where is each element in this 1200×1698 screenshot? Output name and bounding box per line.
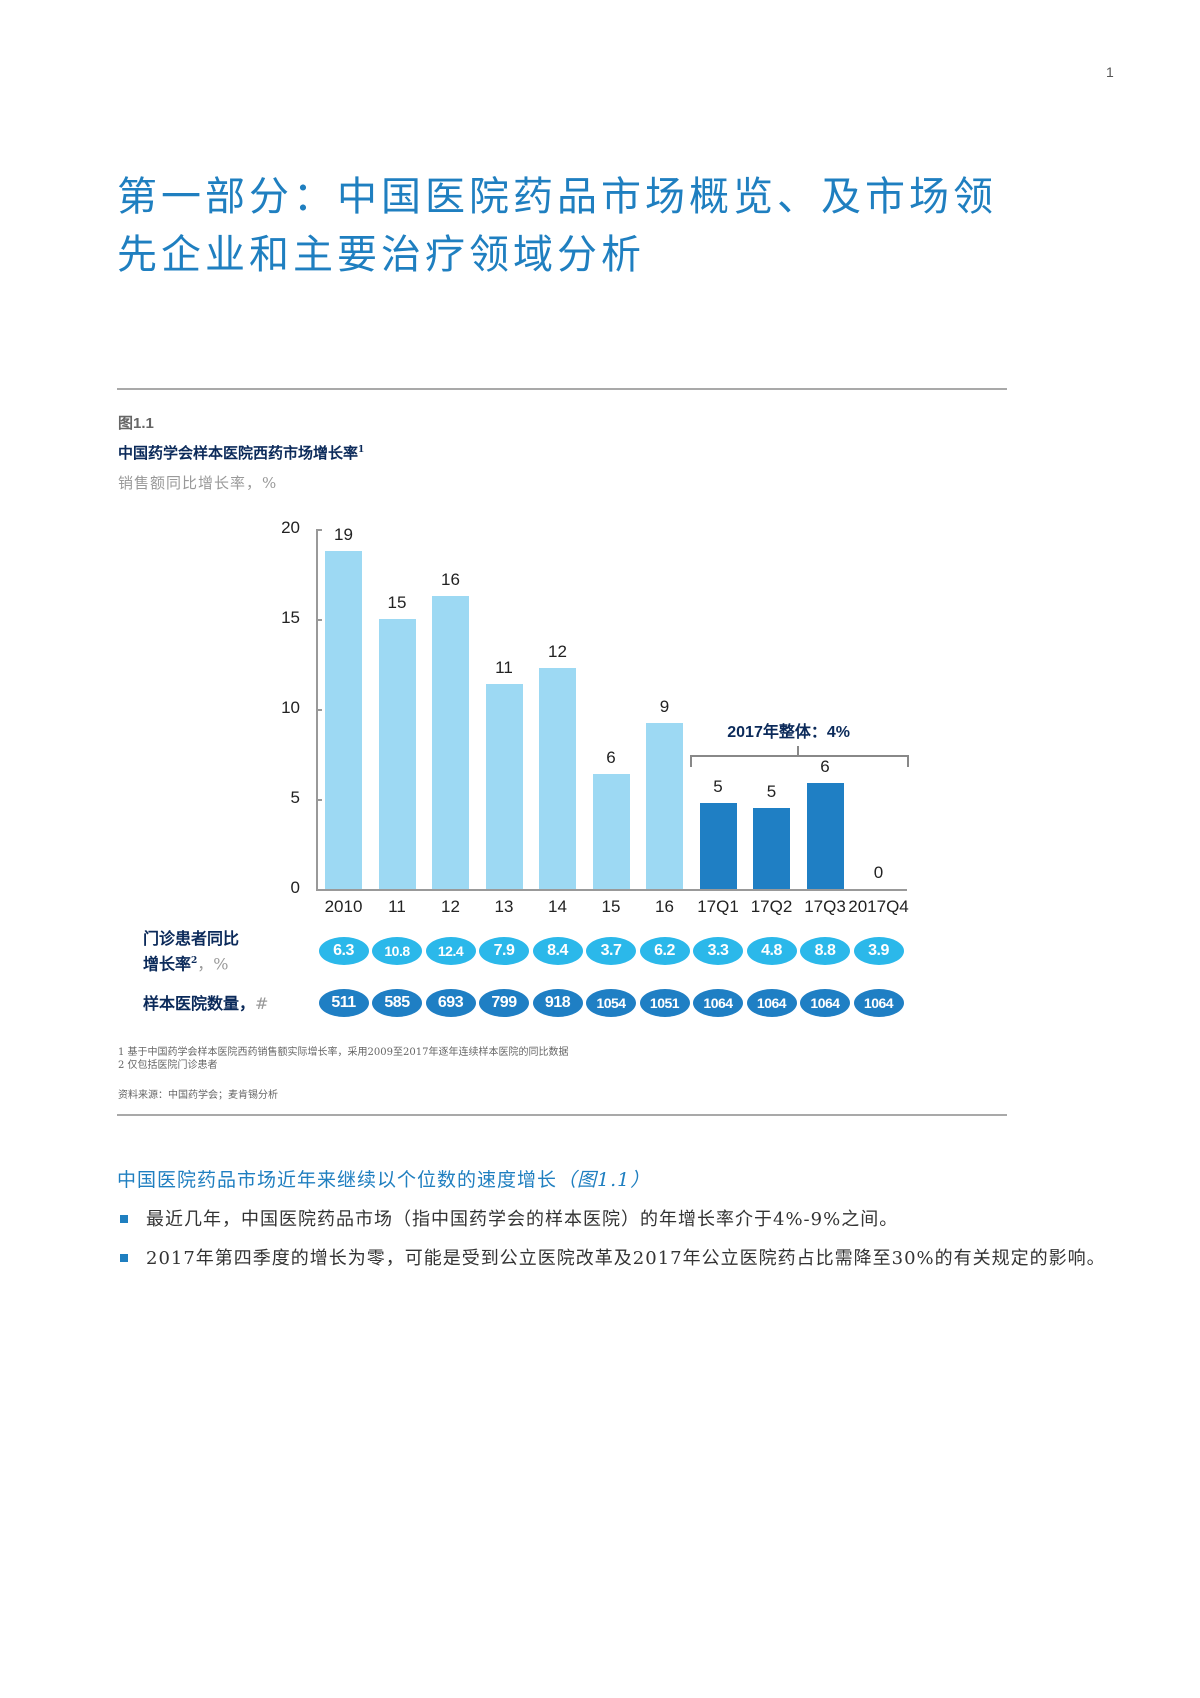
bar-value-label: 15 bbox=[387, 593, 407, 612]
hospital-count-pill: 799 bbox=[479, 989, 529, 1017]
x-tick-label: 2010 bbox=[324, 897, 363, 916]
y-tick-mark bbox=[316, 529, 322, 531]
bar-15 bbox=[592, 773, 630, 889]
page-title-line1: 第一部分：中国医院药品市场概览、及市场领 bbox=[117, 174, 997, 220]
y-tick-mark bbox=[316, 799, 322, 801]
outpatient-growth-pill: 6.3 bbox=[318, 937, 369, 965]
bar-value-label: 11 bbox=[495, 657, 513, 677]
y-tick-label: 15 bbox=[281, 608, 300, 627]
bar-value-label: 0 bbox=[873, 863, 884, 882]
x-tick-label: 17Q3 bbox=[804, 897, 846, 916]
bar-17Q1 bbox=[699, 802, 737, 889]
bar-value-label: 5 bbox=[713, 776, 723, 796]
outpatient-growth-pill: 3.7 bbox=[586, 937, 636, 965]
figure-title-text: 中国药学会样本医院西药市场增长率 bbox=[118, 444, 359, 462]
outpatient-growth-label: 门诊患者同比 增长率2，% bbox=[143, 928, 239, 975]
outpatient-growth-pill: 7.9 bbox=[479, 937, 529, 965]
bar-17Q2 bbox=[753, 808, 790, 889]
bullet-item-2: 2017年第四季度的增长为零，可能是受到公立医院改革及2017年公立医院药占比需… bbox=[120, 1243, 1116, 1275]
sample-hospital-count-label-text: 样本医院数量， bbox=[143, 994, 256, 1013]
bullet-square-icon bbox=[120, 1215, 128, 1223]
bar-value-label: 16 bbox=[441, 569, 460, 589]
bar-11 bbox=[378, 619, 416, 889]
bar-13 bbox=[485, 683, 523, 889]
bar-chart: 0 5 10 15 20 19 2010 15 11 16 12 11 13 12 14 6 15 9 16 5 17Q… bbox=[250, 510, 950, 930]
x-tick-label: 2017Q4 bbox=[848, 897, 909, 916]
hospital-count-pill: 1064 bbox=[746, 989, 797, 1017]
x-axis bbox=[316, 889, 907, 891]
x-tick-label: 16 bbox=[655, 897, 674, 916]
figure-title: 中国药学会样本医院西药市场增长率1 bbox=[118, 442, 364, 463]
x-tick-label: 13 bbox=[494, 897, 514, 916]
x-tick-label: 14 bbox=[548, 897, 567, 916]
bar-2010 bbox=[325, 550, 362, 889]
hospital-count-pill: 918 bbox=[532, 989, 583, 1017]
annotation-bracket bbox=[689, 755, 909, 767]
hospital-count-pill: 693 bbox=[425, 989, 476, 1017]
x-tick-label: 11 bbox=[388, 897, 406, 916]
y-tick-label: 5 bbox=[290, 788, 300, 807]
source-note: 资料来源：中国药学会；麦肯锡分析 bbox=[118, 1090, 278, 1101]
hospital-count-pill: 1051 bbox=[639, 989, 690, 1017]
sample-hospital-count-label: 样本医院数量，# bbox=[143, 993, 268, 1015]
outpatient-growth-pill: 10.8 bbox=[372, 937, 422, 965]
bullet-text-1: 最近几年，中国医院药品市场（指中国药学会的样本医院）的年增长率介于4%-9%之间… bbox=[146, 1209, 899, 1230]
bar-value-label: 6 bbox=[606, 747, 616, 767]
annotation-bracket-tick bbox=[797, 746, 800, 756]
bar-16 bbox=[646, 723, 683, 889]
figure-unit: 销售额同比增长率，% bbox=[118, 474, 278, 492]
hospital-count-pill: 1054 bbox=[586, 989, 636, 1017]
hospital-count-pill: 585 bbox=[372, 989, 422, 1017]
sample-hospital-count-unit: # bbox=[255, 994, 269, 1013]
page-title: 第一部分：中国医院药品市场概览、及市场领 先企业和主要治疗领域分析 bbox=[117, 168, 1107, 284]
figure-top-divider bbox=[117, 388, 1007, 390]
page-title-line2: 先企业和主要治疗领域分析 bbox=[117, 232, 645, 278]
figure-reference: （图1.1） bbox=[557, 1169, 651, 1191]
outpatient-growth-pill: 3.3 bbox=[693, 937, 743, 965]
page-number: 1 bbox=[1106, 64, 1114, 80]
outpatient-growth-pill: 4.8 bbox=[746, 937, 797, 965]
hospital-count-pill: 1064 bbox=[693, 989, 743, 1017]
x-tick-label: 17Q1 bbox=[697, 897, 739, 916]
footnote-2: 2 仅包括医院门诊患者 bbox=[118, 1060, 218, 1071]
y-tick-label: 10 bbox=[281, 698, 300, 717]
bar-17Q3 bbox=[806, 782, 844, 889]
bar-value-label: 6 bbox=[820, 756, 830, 776]
figure-title-footnote-ref: 1 bbox=[358, 445, 365, 455]
bullet-square-icon bbox=[120, 1254, 128, 1262]
hospital-count-pill: 1064 bbox=[800, 989, 850, 1017]
y-tick-label: 20 bbox=[281, 518, 300, 537]
bar-14 bbox=[539, 667, 576, 889]
x-tick-label: 17Q2 bbox=[750, 897, 793, 916]
outpatient-growth-label-line2: 增长率 bbox=[143, 954, 192, 974]
y-tick-label: 0 bbox=[290, 878, 300, 897]
footnote-1: 1 基于中国药学会样本医院西药销售额实际增长率，采用2009至2017年逐年连续… bbox=[118, 1047, 569, 1058]
x-tick-label: 15 bbox=[601, 897, 621, 916]
bullet-text-2: 2017年第四季度的增长为零，可能是受到公立医院改革及2017年公立医院药占比需… bbox=[146, 1248, 1106, 1269]
outpatient-growth-footnote-ref: 2 bbox=[191, 956, 198, 966]
bullet-item-1: 最近几年，中国医院药品市场（指中国药学会的样本医院）的年增长率介于4%-9%之间… bbox=[120, 1204, 1116, 1236]
outpatient-growth-pill: 8.4 bbox=[532, 937, 583, 965]
outpatient-growth-pill: 3.9 bbox=[853, 937, 904, 965]
bar-value-label: 9 bbox=[659, 697, 670, 717]
outpatient-growth-pill: 8.8 bbox=[800, 937, 850, 965]
x-tick-label: 12 bbox=[441, 897, 460, 916]
outpatient-growth-label-line1: 门诊患者同比 bbox=[143, 929, 240, 948]
section-heading: 中国医院药品市场近年来继续以个位数的速度增长（图1.1） bbox=[117, 1165, 650, 1192]
figure-bottom-divider bbox=[117, 1114, 1007, 1116]
hospital-count-pill: 511 bbox=[318, 989, 369, 1017]
y-tick-mark bbox=[316, 619, 322, 621]
y-tick-mark bbox=[316, 709, 322, 711]
figure-number: 图1.1 bbox=[118, 415, 154, 432]
bar-12 bbox=[432, 595, 469, 889]
bar-value-label: 19 bbox=[334, 524, 353, 544]
hospital-count-pill: 1064 bbox=[853, 989, 904, 1017]
outpatient-growth-pill: 12.4 bbox=[425, 937, 476, 965]
outpatient-growth-pill: 6.2 bbox=[639, 937, 690, 965]
section-heading-text: 中国医院药品市场近年来继续以个位数的速度增长 bbox=[117, 1169, 558, 1191]
annotation-label: 2017年整体：4% bbox=[727, 724, 850, 741]
bar-value-label: 5 bbox=[766, 782, 777, 801]
outpatient-growth-unit: ，% bbox=[197, 954, 229, 974]
bar-value-label: 12 bbox=[548, 641, 567, 661]
